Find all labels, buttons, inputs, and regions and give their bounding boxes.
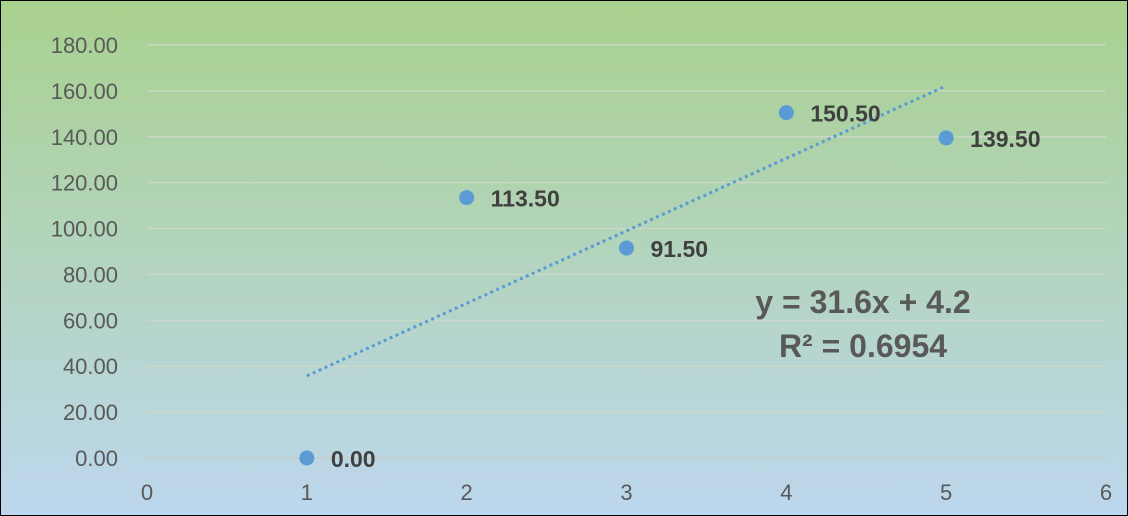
trendline-line (306, 84, 947, 378)
data-point (619, 240, 634, 256)
y-tick-label: 20.00 (63, 400, 118, 425)
tick-labels: 0.0020.0040.0060.0080.00100.00120.00140.… (51, 33, 1112, 505)
data-point (938, 130, 954, 146)
x-tick-label: 1 (301, 480, 313, 505)
trendline-r-squared: R² = 0.6954 (779, 328, 947, 364)
trendline-equation: y = 31.6x + 4.2 (755, 284, 970, 320)
y-tick-label: 120.00 (51, 171, 118, 196)
data-points (299, 105, 954, 466)
data-label: 0.00 (331, 446, 376, 472)
data-label: 91.50 (651, 236, 709, 262)
data-point (459, 190, 475, 206)
y-tick-label: 40.00 (63, 354, 118, 379)
x-tick-label: 4 (780, 480, 792, 505)
y-tick-label: 140.00 (51, 125, 118, 150)
data-label: 150.50 (810, 101, 880, 127)
data-label: 113.50 (491, 186, 560, 212)
x-tick-label: 3 (620, 480, 632, 505)
x-tick-label: 2 (461, 480, 473, 505)
x-tick-label: 5 (940, 480, 952, 505)
trendline (306, 84, 947, 378)
gridlines (147, 44, 1106, 413)
y-tick-label: 60.00 (63, 308, 118, 333)
data-labels: 0.00 113.50 91.50 150.50 139.50 (331, 101, 1041, 472)
x-tick-label: 0 (141, 480, 153, 505)
x-tick-label: 6 (1100, 480, 1112, 505)
y-tick-label: 160.00 (51, 79, 118, 104)
y-tick-label: 0.00 (75, 446, 118, 471)
y-tick-label: 80.00 (63, 262, 118, 287)
data-label: 139.50 (970, 126, 1040, 152)
data-point (299, 450, 315, 466)
data-point (778, 105, 794, 121)
y-tick-label: 180.00 (51, 33, 118, 58)
y-tick-label: 100.00 (51, 217, 118, 242)
